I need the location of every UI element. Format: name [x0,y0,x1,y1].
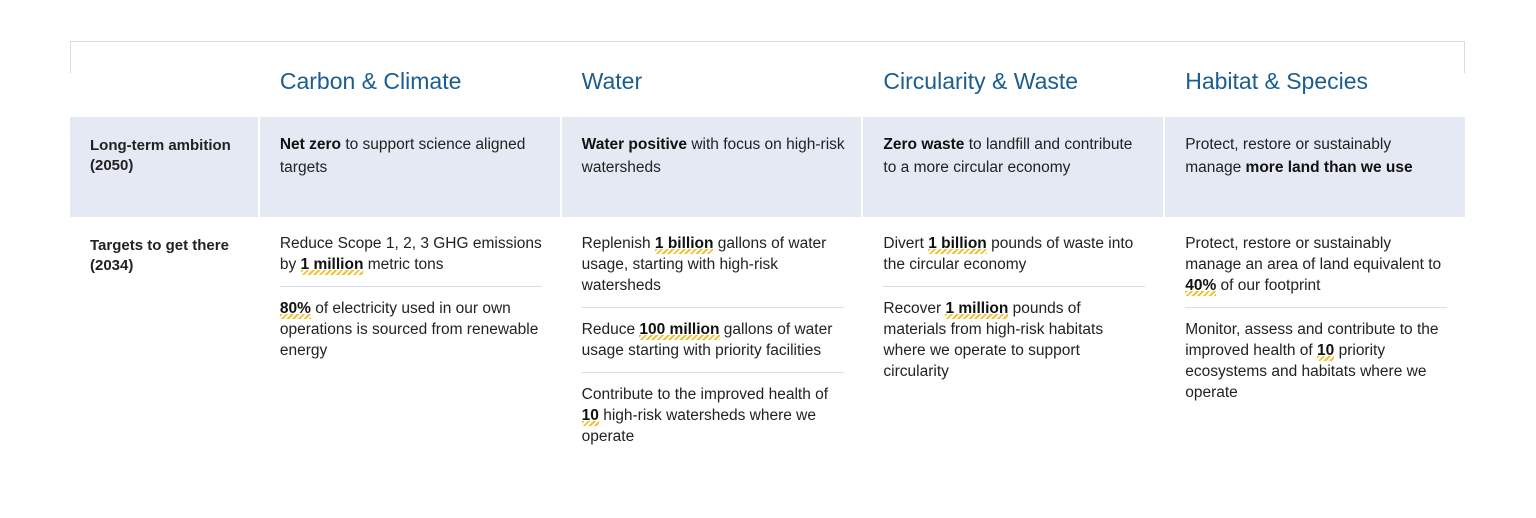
target-item: Recover 1 million pounds of materials fr… [883,298,1145,393]
highlighted-figure: 1 billion [928,235,987,254]
column-heading-habitat-species: Habitat & Species [1163,60,1465,117]
text-segment: priority ecosystems and habitats where w… [1185,342,1427,401]
highlighted-figure: 40% [1185,277,1217,296]
target-item: Reduce Scope 1, 2, 3 GHG emissions by 1 … [279,233,542,287]
target-item: Monitor, assess and contribute to the im… [1185,319,1447,414]
text-segment: Contribute to the improved health of [581,386,829,403]
highlighted-figure: 1 billion [654,235,714,254]
text-segment: high-risk watersheds where we operate [581,407,816,445]
targets-row: Targets to get there (2034) Reduce Scope… [70,217,1465,469]
text-segment: metric tons [363,256,444,273]
targets-cell-water: Replenish 1 billion gallons of water usa… [560,217,862,469]
row-label-ambition: Long-term ambition (2050) [90,137,231,174]
ambition-row: Long-term ambition (2050) Net zero to su… [70,117,1465,217]
header-row: Carbon & Climate Water Circularity & Waste… [70,60,1465,117]
bold-phrase: Net zero [279,136,342,153]
text-segment: Protect, restore or sustainably manage [1185,136,1392,176]
text-segment: gallons of water usage, starting with hi… [581,235,827,294]
table-frame [70,41,1465,73]
text-segment: of electricity used in our own operation… [279,300,539,359]
text-segment: Divert [883,235,929,252]
target-item: Divert 1 billion pounds of waste into th… [883,233,1146,287]
text-segment: Replenish [581,235,655,252]
ambition-cell-circularity-waste: Zero waste to landfill and contribute to… [861,117,1163,217]
column-heading-water: Water [559,60,862,117]
highlighted-figure: 1 million [300,256,364,275]
bold-phrase: Water positive [581,136,688,153]
row-label-targets: Targets to get there (2034) [90,237,229,274]
text-segment: to landfill and contribute to a more cir… [883,136,1133,176]
text-segment: pounds of waste into the circular econom… [883,235,1134,273]
highlighted-figure: 10 [581,407,599,426]
target-item: Replenish 1 billion gallons of water usa… [581,233,844,308]
targets-table: Carbon & Climate Water Circularity & Waste… [70,60,1465,469]
target-item: Protect, restore or sustainably manage a… [1185,233,1448,308]
highlighted-figure: 10 [1317,342,1335,361]
highlighted-figure: 1 million [945,300,1009,319]
bold-phrase: more land than we use [1245,159,1413,176]
text-segment: Monitor, assess and contribute to the im… [1185,321,1439,359]
target-item: 80% of electricity used in our own opera… [279,298,542,372]
targets-cell-circularity-waste: Divert 1 billion pounds of waste into th… [861,217,1163,469]
ambition-cell-carbon-climate: Net zero to support science aligned targ… [257,117,560,217]
text-segment: to support science aligned targets [279,136,526,176]
ambition-cell-habitat-species: Protect, restore or sustainably manage m… [1163,117,1465,217]
target-item: Contribute to the improved health of 10 … [581,384,844,458]
highlighted-figure: 80% [279,300,311,319]
corner-cell [70,60,258,117]
text-segment: pounds of materials from high-risk habit… [883,300,1104,380]
text-segment: gallons of water usage starting with pri… [581,321,833,359]
text-segment: Reduce [581,321,640,338]
targets-cell-carbon-climate: Reduce Scope 1, 2, 3 GHG emissions by 1 … [258,217,560,469]
text-segment: Protect, restore or sustainably manage a… [1185,235,1442,273]
ambition-cell-water: Water positive with focus on high-risk w… [559,117,862,217]
column-heading-carbon-climate: Carbon & Climate [257,60,560,117]
column-heading-circularity-waste: Circularity & Waste [861,60,1163,117]
bold-phrase: Zero waste [883,136,965,153]
highlighted-figure: 100 million [639,321,720,340]
text-segment: with focus on high-risk watersheds [581,136,845,176]
text-segment: Reduce Scope 1, 2, 3 GHG emissions by [279,235,542,273]
text-segment: Recover [883,300,946,317]
text-segment: of our footprint [1216,277,1321,294]
targets-cell-habitat-species: Protect, restore or sustainably manage a… [1163,217,1465,469]
target-item: Reduce 100 million gallons of water usag… [581,319,844,373]
